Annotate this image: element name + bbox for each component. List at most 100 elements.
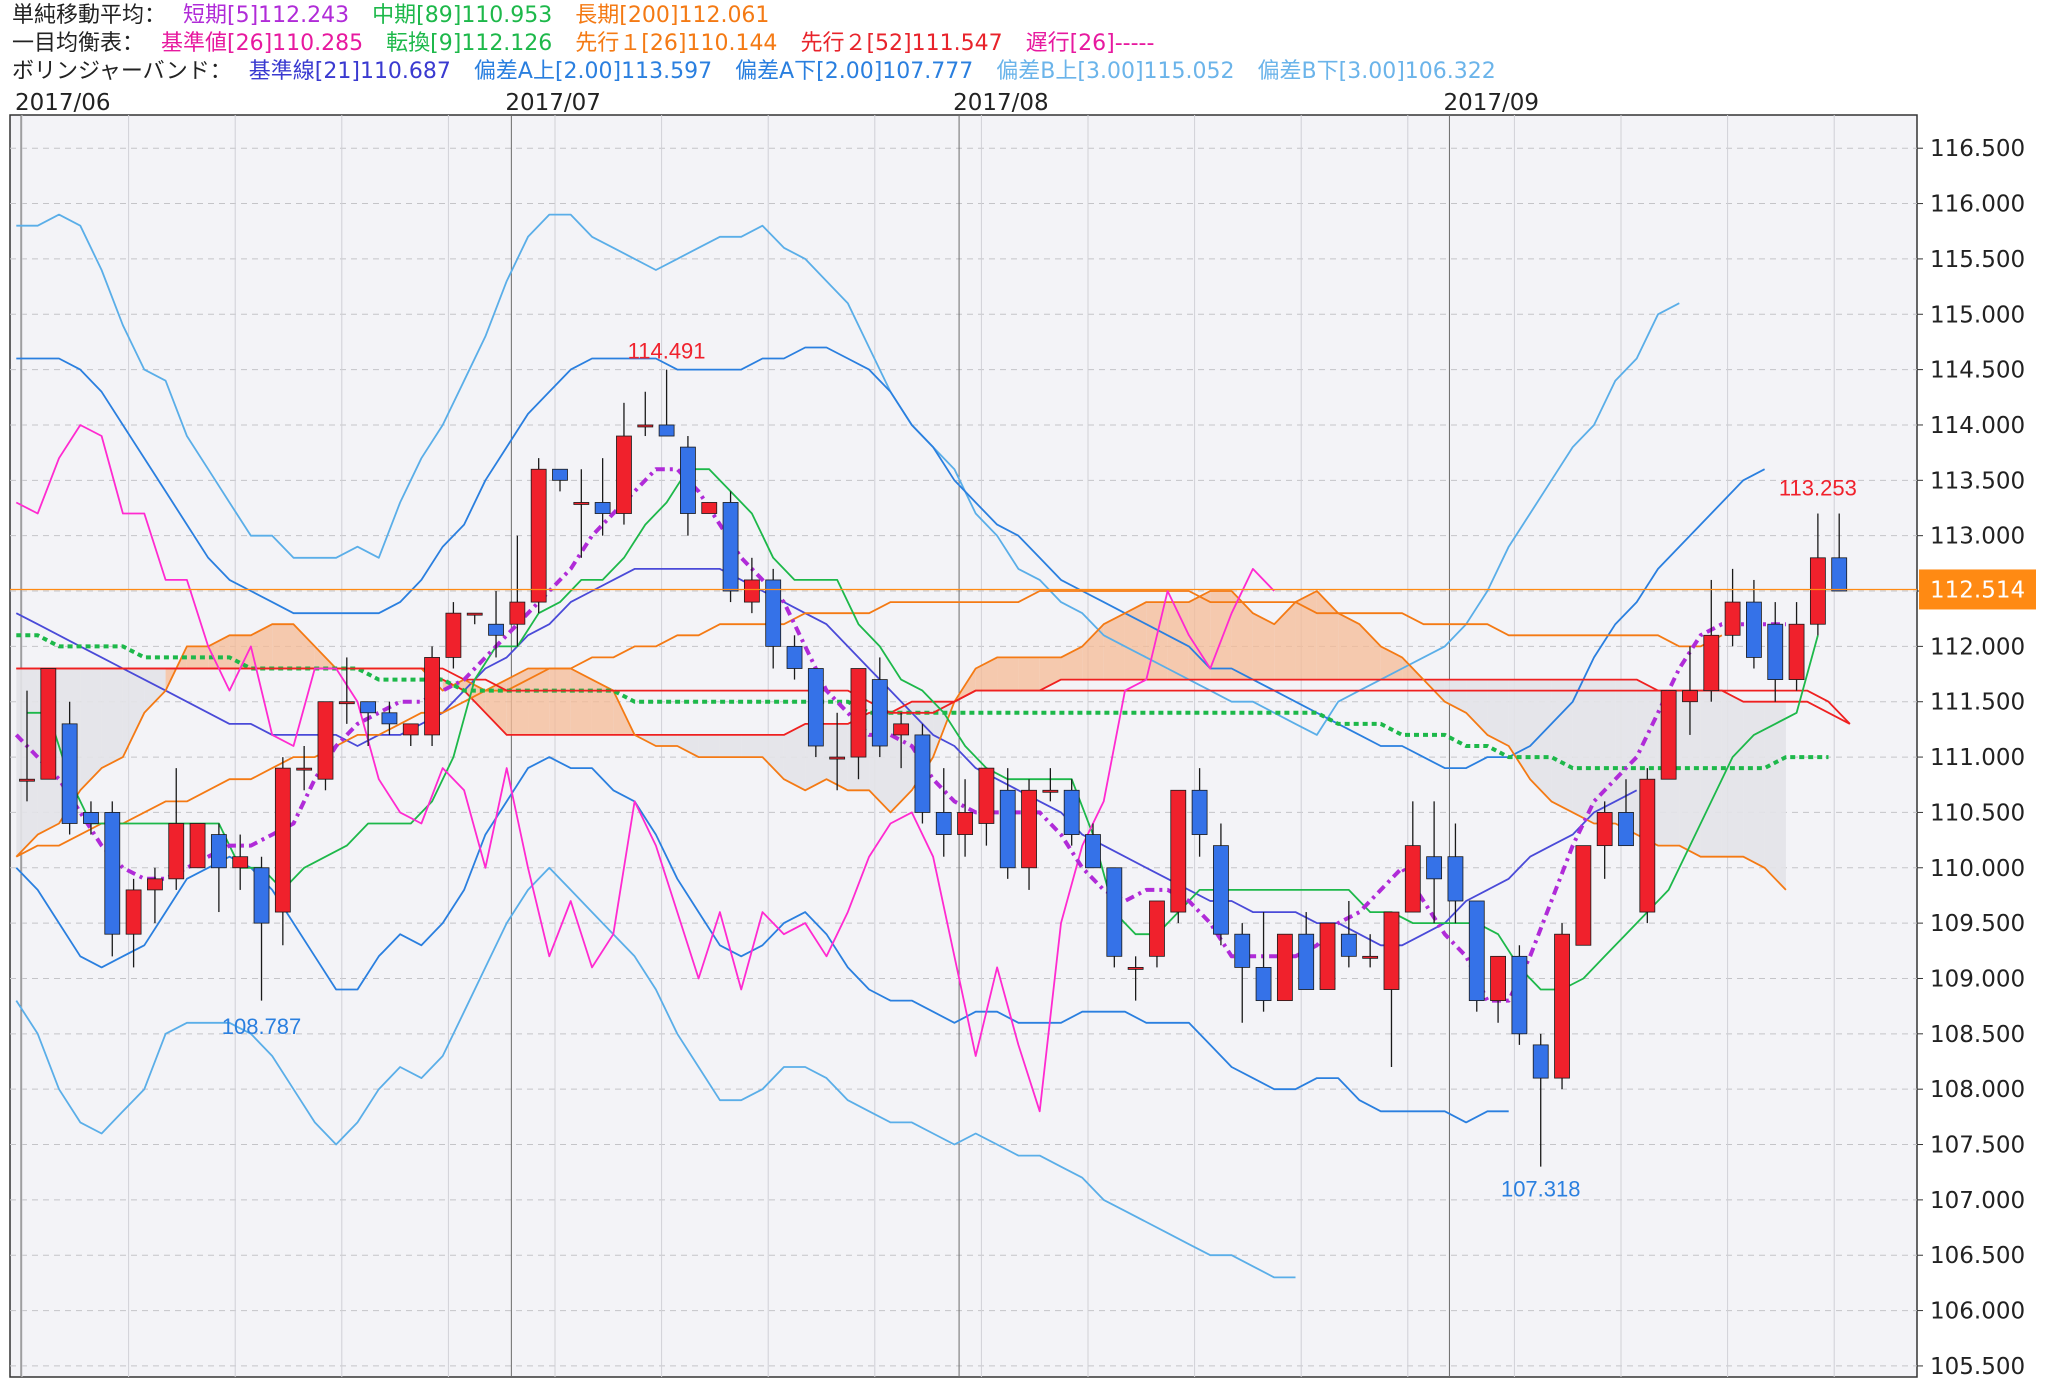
- cloud-bull-segment: [1231, 591, 1253, 680]
- axis-label-108.500: 108.500: [1930, 1022, 2025, 1048]
- candle-down: [1426, 856, 1443, 880]
- candle-up: [616, 435, 632, 514]
- candle-down: [1085, 834, 1101, 869]
- cloud-bear-segment: [698, 734, 720, 758]
- candle-up: [1703, 634, 1720, 692]
- candle-up: [829, 756, 846, 760]
- candle-up: [701, 502, 718, 514]
- cloud-bull-segment: [549, 668, 571, 735]
- cloud-bull-segment: [293, 624, 315, 669]
- cloud-bear-segment: [677, 734, 699, 758]
- candle-up: [189, 823, 206, 869]
- candle-up: [1042, 789, 1059, 793]
- candle-up: [1362, 955, 1379, 959]
- candle-down: [1468, 900, 1485, 1002]
- candle-down: [1746, 601, 1762, 658]
- legend-bollinger-a-dn: 偏差A下[2.00]107.777: [735, 59, 974, 84]
- candle-down: [786, 645, 803, 669]
- candle-up: [1554, 933, 1570, 1079]
- current-price-tag: [1919, 569, 2036, 610]
- cloud-bear-segment: [655, 734, 678, 746]
- axis-label-113.000: 113.000: [1930, 524, 2025, 550]
- cloud-bear-segment: [719, 734, 742, 758]
- candle-up: [1660, 690, 1677, 780]
- candle-down: [1234, 933, 1251, 968]
- axis-label-111.000: 111.000: [1930, 745, 2025, 771]
- candle-down: [871, 679, 888, 747]
- candle-down: [360, 701, 377, 714]
- candle-up: [573, 502, 590, 505]
- legend-bollinger-b-dn: 偏差B下[3.00]106.322: [1257, 59, 1496, 84]
- candles: [19, 369, 1848, 1167]
- cloud-bull-segment: [186, 646, 209, 669]
- cloud-bear-segment: [762, 734, 784, 780]
- axis-label-105.500: 105.500: [1930, 1354, 2025, 1380]
- cloud-bear-segment: [1530, 679, 1552, 802]
- cloud-bear-segment: [1551, 679, 1573, 813]
- cloud-bull-segment: [1018, 657, 1040, 691]
- legend-ichimoku-conv: 転換[9]112.126: [386, 31, 553, 56]
- current-price-label: 112.514: [1930, 577, 2025, 603]
- cloud-bear-segment: [1679, 690, 1701, 857]
- annotation-114.491: 114.491: [628, 339, 706, 364]
- candle-down: [1532, 1044, 1549, 1079]
- candle-up: [850, 668, 867, 758]
- candle-up: [1788, 623, 1805, 680]
- date-label-2017/09: 2017/09: [1443, 90, 1539, 116]
- candle-up: [1809, 557, 1826, 625]
- indicator-legend: 単純移動平均： 短期[5]112.243 中期[89]110.953 長期[20…: [0, 0, 2050, 89]
- legend-ichimoku-title: 一目均衡表：: [12, 31, 145, 56]
- candle-up: [338, 701, 355, 705]
- cloud-bull-segment: [272, 624, 294, 669]
- candle-up: [1724, 601, 1741, 636]
- candle-up: [1127, 967, 1144, 970]
- price-annotations: 114.491 108.787 107.318 113.253: [222, 339, 1857, 1202]
- axis-label-116.000: 116.000: [1930, 192, 2025, 218]
- cloud-bear-segment: [741, 734, 763, 758]
- candle-up: [466, 612, 483, 616]
- cloud-bull-segment: [975, 657, 998, 691]
- legend-row-sma: 単純移動平均： 短期[5]112.243 中期[89]110.953 長期[20…: [12, 2, 785, 30]
- candle-up: [296, 767, 313, 771]
- cloud-bear-segment: [1615, 679, 1637, 835]
- candle-down: [61, 723, 78, 824]
- candle-down: [658, 424, 675, 437]
- axis-label-112.000: 112.000: [1930, 634, 2025, 660]
- cloud-bear-segment: [1466, 679, 1488, 735]
- candle-down: [1511, 955, 1528, 1035]
- cloud-bull-segment: [485, 679, 507, 735]
- candle-down: [210, 834, 227, 869]
- legend-bollinger-mid: 基準線[21]110.687: [248, 59, 451, 84]
- legend-ichimoku-lag: 遅行[26]-----: [1025, 31, 1155, 56]
- candle-down: [999, 789, 1016, 869]
- candle-up: [893, 723, 910, 736]
- line-bb-a-up: [16, 346, 1766, 769]
- line-sma-long: [15, 590, 1723, 858]
- candle-down: [381, 712, 398, 725]
- line-bb-b-up: [16, 213, 1680, 736]
- candle-up: [19, 778, 35, 782]
- date-axis: 2017/06 2017/07 2017/08 2017/09: [15, 90, 1539, 116]
- cloud-bull-segment: [1061, 646, 1083, 680]
- candle-up: [424, 657, 440, 736]
- candle-up: [1276, 933, 1293, 1002]
- legend-row-ichimoku: 一目均衡表： 基準値[26]110.285 転換[9]112.126 先行１[2…: [12, 30, 1170, 58]
- cloud-bull-segment: [1295, 591, 1317, 680]
- axis-label-114.000: 114.000: [1930, 413, 2025, 439]
- candle-up: [317, 701, 334, 780]
- cloud-bull-segment: [1082, 624, 1104, 680]
- cloud-bull-segment: [528, 668, 550, 735]
- legend-ichimoku-span2: 先行２[52]111.547: [800, 31, 1003, 56]
- cloud-bull-segment: [1210, 591, 1232, 680]
- candle-up: [530, 468, 547, 603]
- date-label-2017/06: 2017/06: [15, 90, 111, 116]
- cloud-bear-segment: [1764, 701, 1786, 890]
- cloud-bear-segment: [101, 668, 123, 769]
- candle-down: [914, 734, 931, 813]
- candle-up: [957, 812, 973, 835]
- candle-up: [1575, 845, 1592, 946]
- annotation-107.318: 107.318: [1501, 1177, 1581, 1202]
- cloud-bull-segment: [506, 668, 529, 735]
- axis-label-109.500: 109.500: [1930, 911, 2025, 937]
- axis-label-110.000: 110.000: [1930, 856, 2025, 882]
